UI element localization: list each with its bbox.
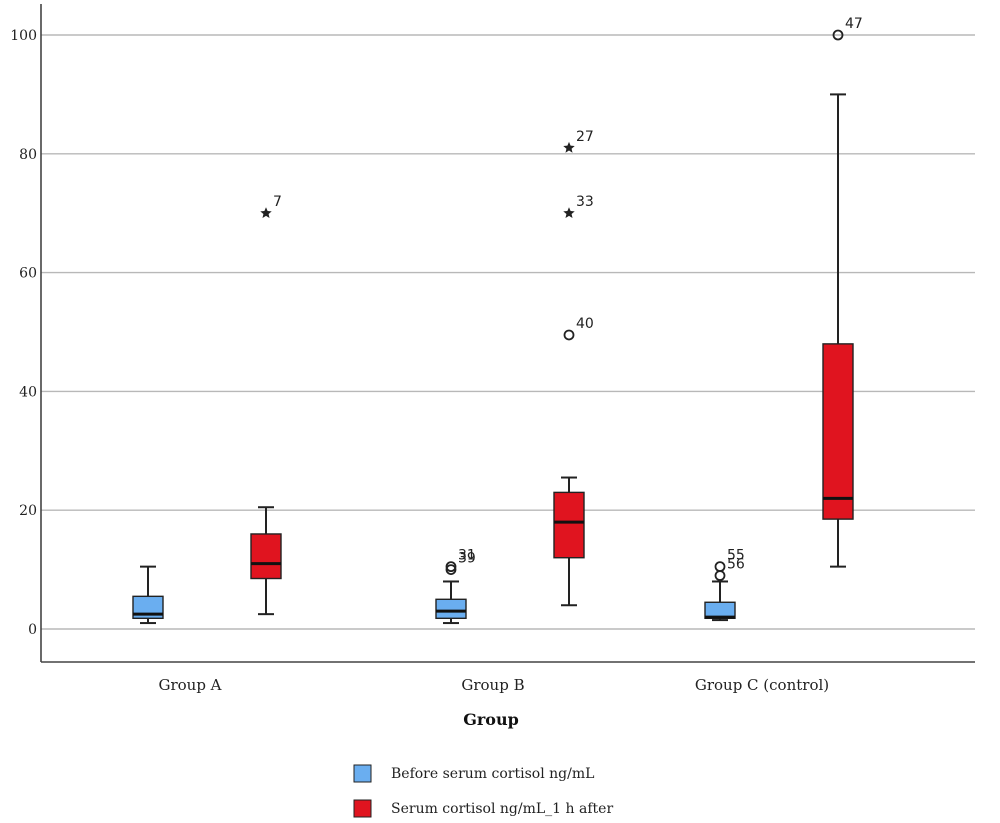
- box-serum-cortisol-ng-ml-1-h-after-1: [553, 476, 585, 607]
- outlier-star-marker: [563, 141, 575, 153]
- outlier-label: 47: [845, 16, 863, 32]
- x-category-labels: Group A Group B Group C (control): [158, 676, 829, 694]
- outlier-label: 40: [576, 316, 594, 332]
- box-before-serum-cortisol-ng-ml-0: [132, 565, 164, 625]
- legend-label: Before serum cortisol ng/mL: [391, 766, 594, 782]
- legend-swatch: [353, 799, 372, 818]
- box-before-serum-cortisol-ng-ml-2: [704, 580, 736, 622]
- outlier-circle-marker: [832, 29, 844, 41]
- y-tick-label: 100: [10, 28, 37, 44]
- outlier-label: 31: [458, 548, 476, 564]
- outlier-label: 56: [727, 557, 745, 573]
- legend: Before serum cortisol ng/mL Serum cortiso…: [353, 764, 613, 818]
- iqr-box: [250, 533, 282, 580]
- grid-lines: [41, 34, 975, 630]
- outlier-star-marker: [260, 207, 272, 219]
- outlier-circle-marker: [714, 570, 726, 581]
- legend-label: Serum cortisol ng/mL_1 h after: [391, 801, 613, 817]
- x-category-label: Group A: [158, 676, 221, 694]
- x-axis-title: Group: [463, 710, 519, 729]
- y-tick-label: 80: [19, 147, 37, 163]
- box-before-serum-cortisol-ng-ml-1: [435, 580, 467, 625]
- outlier-label: 55: [727, 548, 745, 564]
- outlier-star-marker: [563, 207, 575, 219]
- outlier-circle-marker: [445, 564, 457, 575]
- outlier-circle-marker: [563, 329, 575, 341]
- outlier-label: 39: [458, 551, 476, 567]
- y-tick-label: 0: [28, 622, 37, 638]
- y-tick-label: 60: [19, 266, 37, 282]
- outlier-circle-marker: [714, 561, 726, 573]
- outlier-label: 27: [576, 129, 594, 145]
- outlier-label: 7: [273, 194, 282, 210]
- x-category-label: Group C (control): [695, 676, 829, 694]
- box-serum-cortisol-ng-ml-1-h-after-2: [822, 93, 854, 568]
- box-plots: [132, 93, 854, 625]
- iqr-box: [822, 343, 854, 520]
- outlier-label: 33: [576, 194, 594, 210]
- box-serum-cortisol-ng-ml-1-h-after-0: [250, 506, 282, 616]
- y-tick-labels: 0 20 40 60 80 100: [10, 28, 37, 638]
- axes: [40, 4, 975, 663]
- iqr-box: [553, 491, 585, 559]
- y-tick-label: 40: [19, 384, 37, 400]
- iqr-box: [435, 598, 467, 620]
- legend-swatch: [353, 764, 372, 783]
- x-category-label: Group B: [461, 676, 524, 694]
- y-tick-label: 20: [19, 503, 37, 519]
